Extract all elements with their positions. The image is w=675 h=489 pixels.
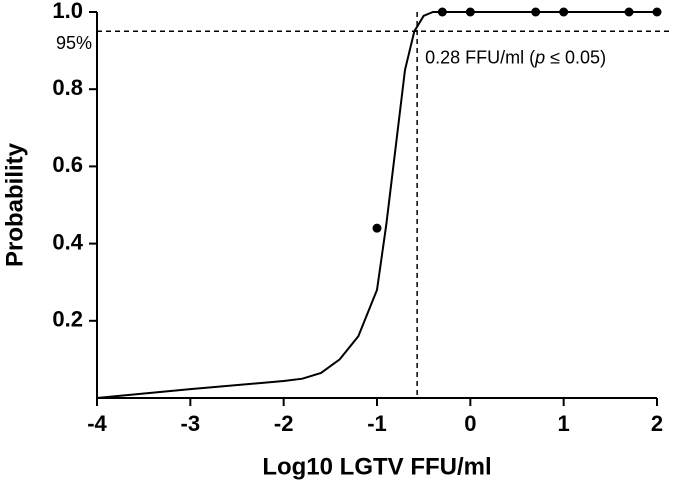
- curve: [96, 11, 657, 399]
- x-tick-label: 1: [558, 411, 570, 436]
- y-axis-title: Probability: [1, 142, 28, 267]
- y-tick-label: 0.8: [52, 75, 83, 100]
- threshold-label-part: 0.28 FFU/ml (: [425, 47, 535, 67]
- data-point: [624, 7, 634, 17]
- threshold-label: 0.28 FFU/ml (p ≤ 0.05): [425, 47, 606, 67]
- data-point: [437, 7, 447, 17]
- y-tick-label: 0.4: [52, 229, 83, 254]
- x-tick-label: -4: [87, 411, 107, 436]
- y-tick-label: 0.6: [52, 152, 83, 177]
- x-axis-title: Log10 LGTV FFU/ml: [262, 453, 491, 480]
- data-point: [559, 7, 569, 17]
- threshold-label-part: p: [534, 47, 545, 67]
- x-tick-label: -2: [274, 411, 294, 436]
- x-tick-label: 2: [651, 411, 663, 436]
- y-tick-label: 1.0: [52, 0, 83, 23]
- x-tick-label: 0: [464, 411, 476, 436]
- x-tick-label: -3: [181, 411, 201, 436]
- y-tick-label: 0.2: [52, 307, 83, 332]
- data-point: [652, 7, 662, 17]
- data-point: [372, 223, 382, 233]
- data-point: [531, 7, 541, 17]
- threshold-label-part: ≤ 0.05): [545, 47, 606, 67]
- reference-label: 95%: [56, 33, 92, 53]
- data-point: [465, 7, 475, 17]
- x-tick-label: -1: [367, 411, 387, 436]
